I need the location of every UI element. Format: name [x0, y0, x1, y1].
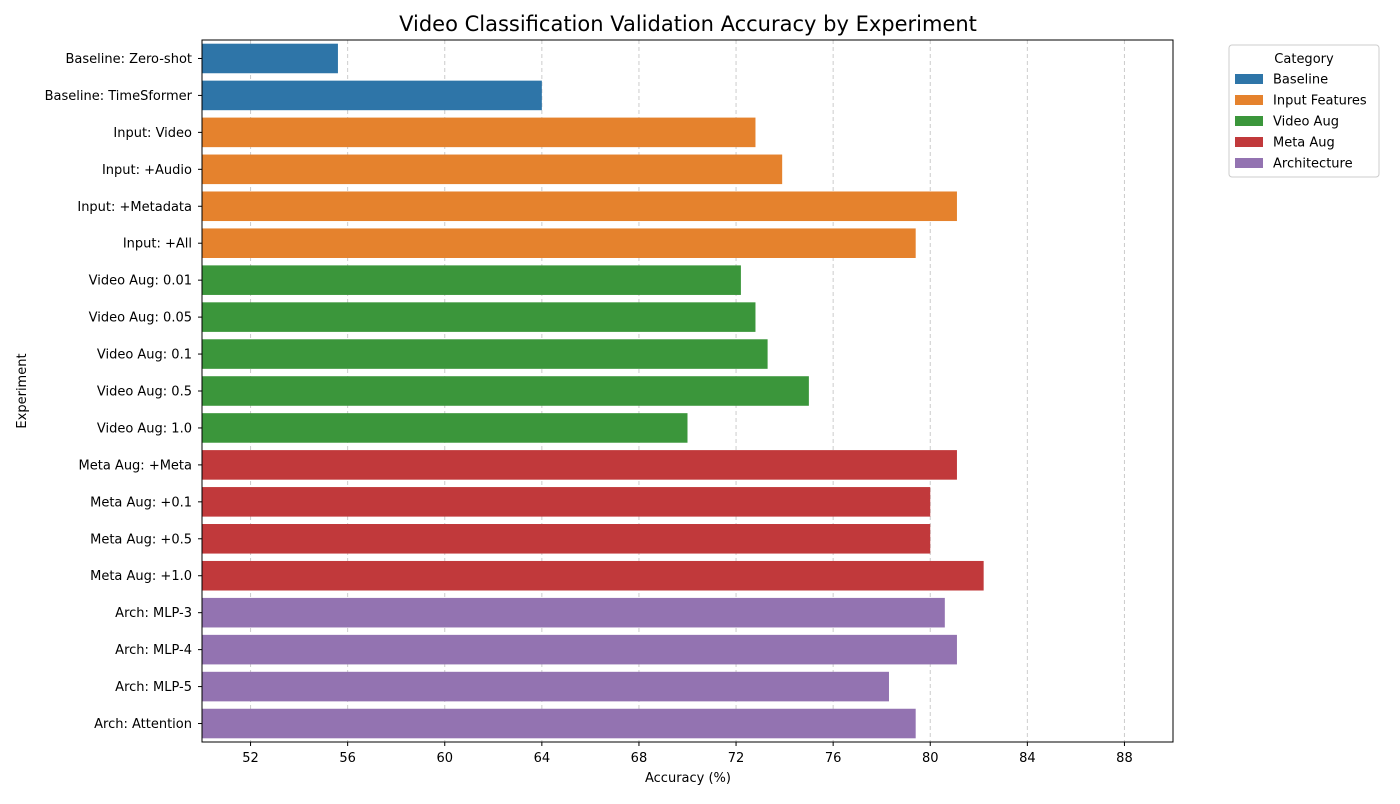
y-tick-label: Video Aug: 0.01: [89, 274, 192, 289]
legend-label: Meta Aug: [1273, 136, 1335, 151]
bar: [202, 487, 931, 517]
x-axis-label: Accuracy (%): [645, 771, 731, 786]
bar: [202, 376, 809, 406]
y-tick-label: Meta Aug: +0.1: [90, 495, 192, 510]
legend-label: Video Aug: [1273, 115, 1339, 130]
y-tick-label: Meta Aug: +1.0: [90, 569, 192, 584]
y-tick-label: Arch: MLP-4: [115, 643, 192, 658]
legend-title: Category: [1274, 52, 1334, 67]
legend-label: Input Features: [1273, 94, 1367, 109]
x-tick-label: 64: [534, 751, 551, 766]
bar: [202, 339, 768, 369]
legend-swatch: [1235, 116, 1263, 126]
bar: [202, 708, 916, 739]
x-tick-label: 60: [436, 751, 453, 766]
y-tick-label: Meta Aug: +0.5: [90, 532, 192, 547]
y-tick-label: Meta Aug: +Meta: [79, 458, 192, 473]
bars: [202, 43, 984, 739]
x-tick-label: 84: [1019, 751, 1036, 766]
y-tick-label: Video Aug: 0.05: [89, 311, 192, 326]
legend-box: [1228, 44, 1380, 178]
x-tick-label: 88: [1116, 751, 1133, 766]
legend-label: Baseline: [1273, 73, 1328, 88]
bar: [202, 191, 957, 222]
y-tick-label: Video Aug: 0.5: [97, 385, 192, 400]
y-tick-labels: Baseline: Zero-shot Baseline: TimeSformer…: [45, 52, 202, 732]
x-tick-label: 80: [922, 751, 939, 766]
legend-swatch: [1235, 158, 1263, 168]
bar: [202, 634, 957, 665]
legend-label: Architecture: [1273, 157, 1353, 172]
x-tick-labels: 52 56 60 64 68 72 76 80 84 88: [242, 742, 1133, 766]
y-axis-label: Experiment: [15, 353, 30, 428]
y-tick-label: Video Aug: 1.0: [97, 421, 192, 436]
legend-swatch: [1235, 74, 1263, 84]
bar: [202, 450, 957, 480]
bar: [202, 671, 889, 702]
x-tick-label: 68: [631, 751, 648, 766]
bar: [202, 117, 756, 148]
bar: [202, 80, 542, 111]
x-tick-label: 52: [242, 751, 259, 766]
legend: Category Baseline Input Features Video Aug…: [1228, 44, 1380, 178]
x-tick-label: 72: [728, 751, 745, 766]
bar: [202, 413, 688, 443]
y-tick-label: Arch: MLP-5: [115, 680, 192, 695]
x-tick-label: 76: [825, 751, 842, 766]
y-tick-label: Video Aug: 0.1: [97, 348, 192, 363]
x-tick-label: 56: [339, 751, 356, 766]
y-tick-label: Arch: Attention: [94, 717, 192, 732]
y-tick-label: Arch: MLP-3: [115, 606, 192, 621]
bar: [202, 154, 783, 185]
y-tick-label: Input: +All: [123, 237, 192, 252]
y-tick-label: Input: +Metadata: [77, 200, 192, 215]
legend-swatch: [1235, 95, 1263, 105]
bar: [202, 302, 756, 332]
bar: [202, 560, 984, 591]
bar: [202, 265, 741, 295]
y-tick-label: Input: +Audio: [102, 163, 192, 178]
bar: [202, 524, 931, 554]
bar: [202, 597, 945, 628]
chart-title: Video Classification Validation Accuracy…: [399, 12, 977, 36]
bar: [202, 43, 338, 74]
legend-entries: Baseline Input Features Video Aug Meta Aug A…: [1235, 73, 1367, 172]
y-tick-label: Baseline: Zero-shot: [65, 52, 192, 67]
bar: [202, 228, 916, 258]
y-tick-label: Baseline: TimeSformer: [45, 89, 193, 104]
legend-swatch: [1235, 137, 1263, 147]
y-tick-label: Input: Video: [113, 126, 192, 141]
